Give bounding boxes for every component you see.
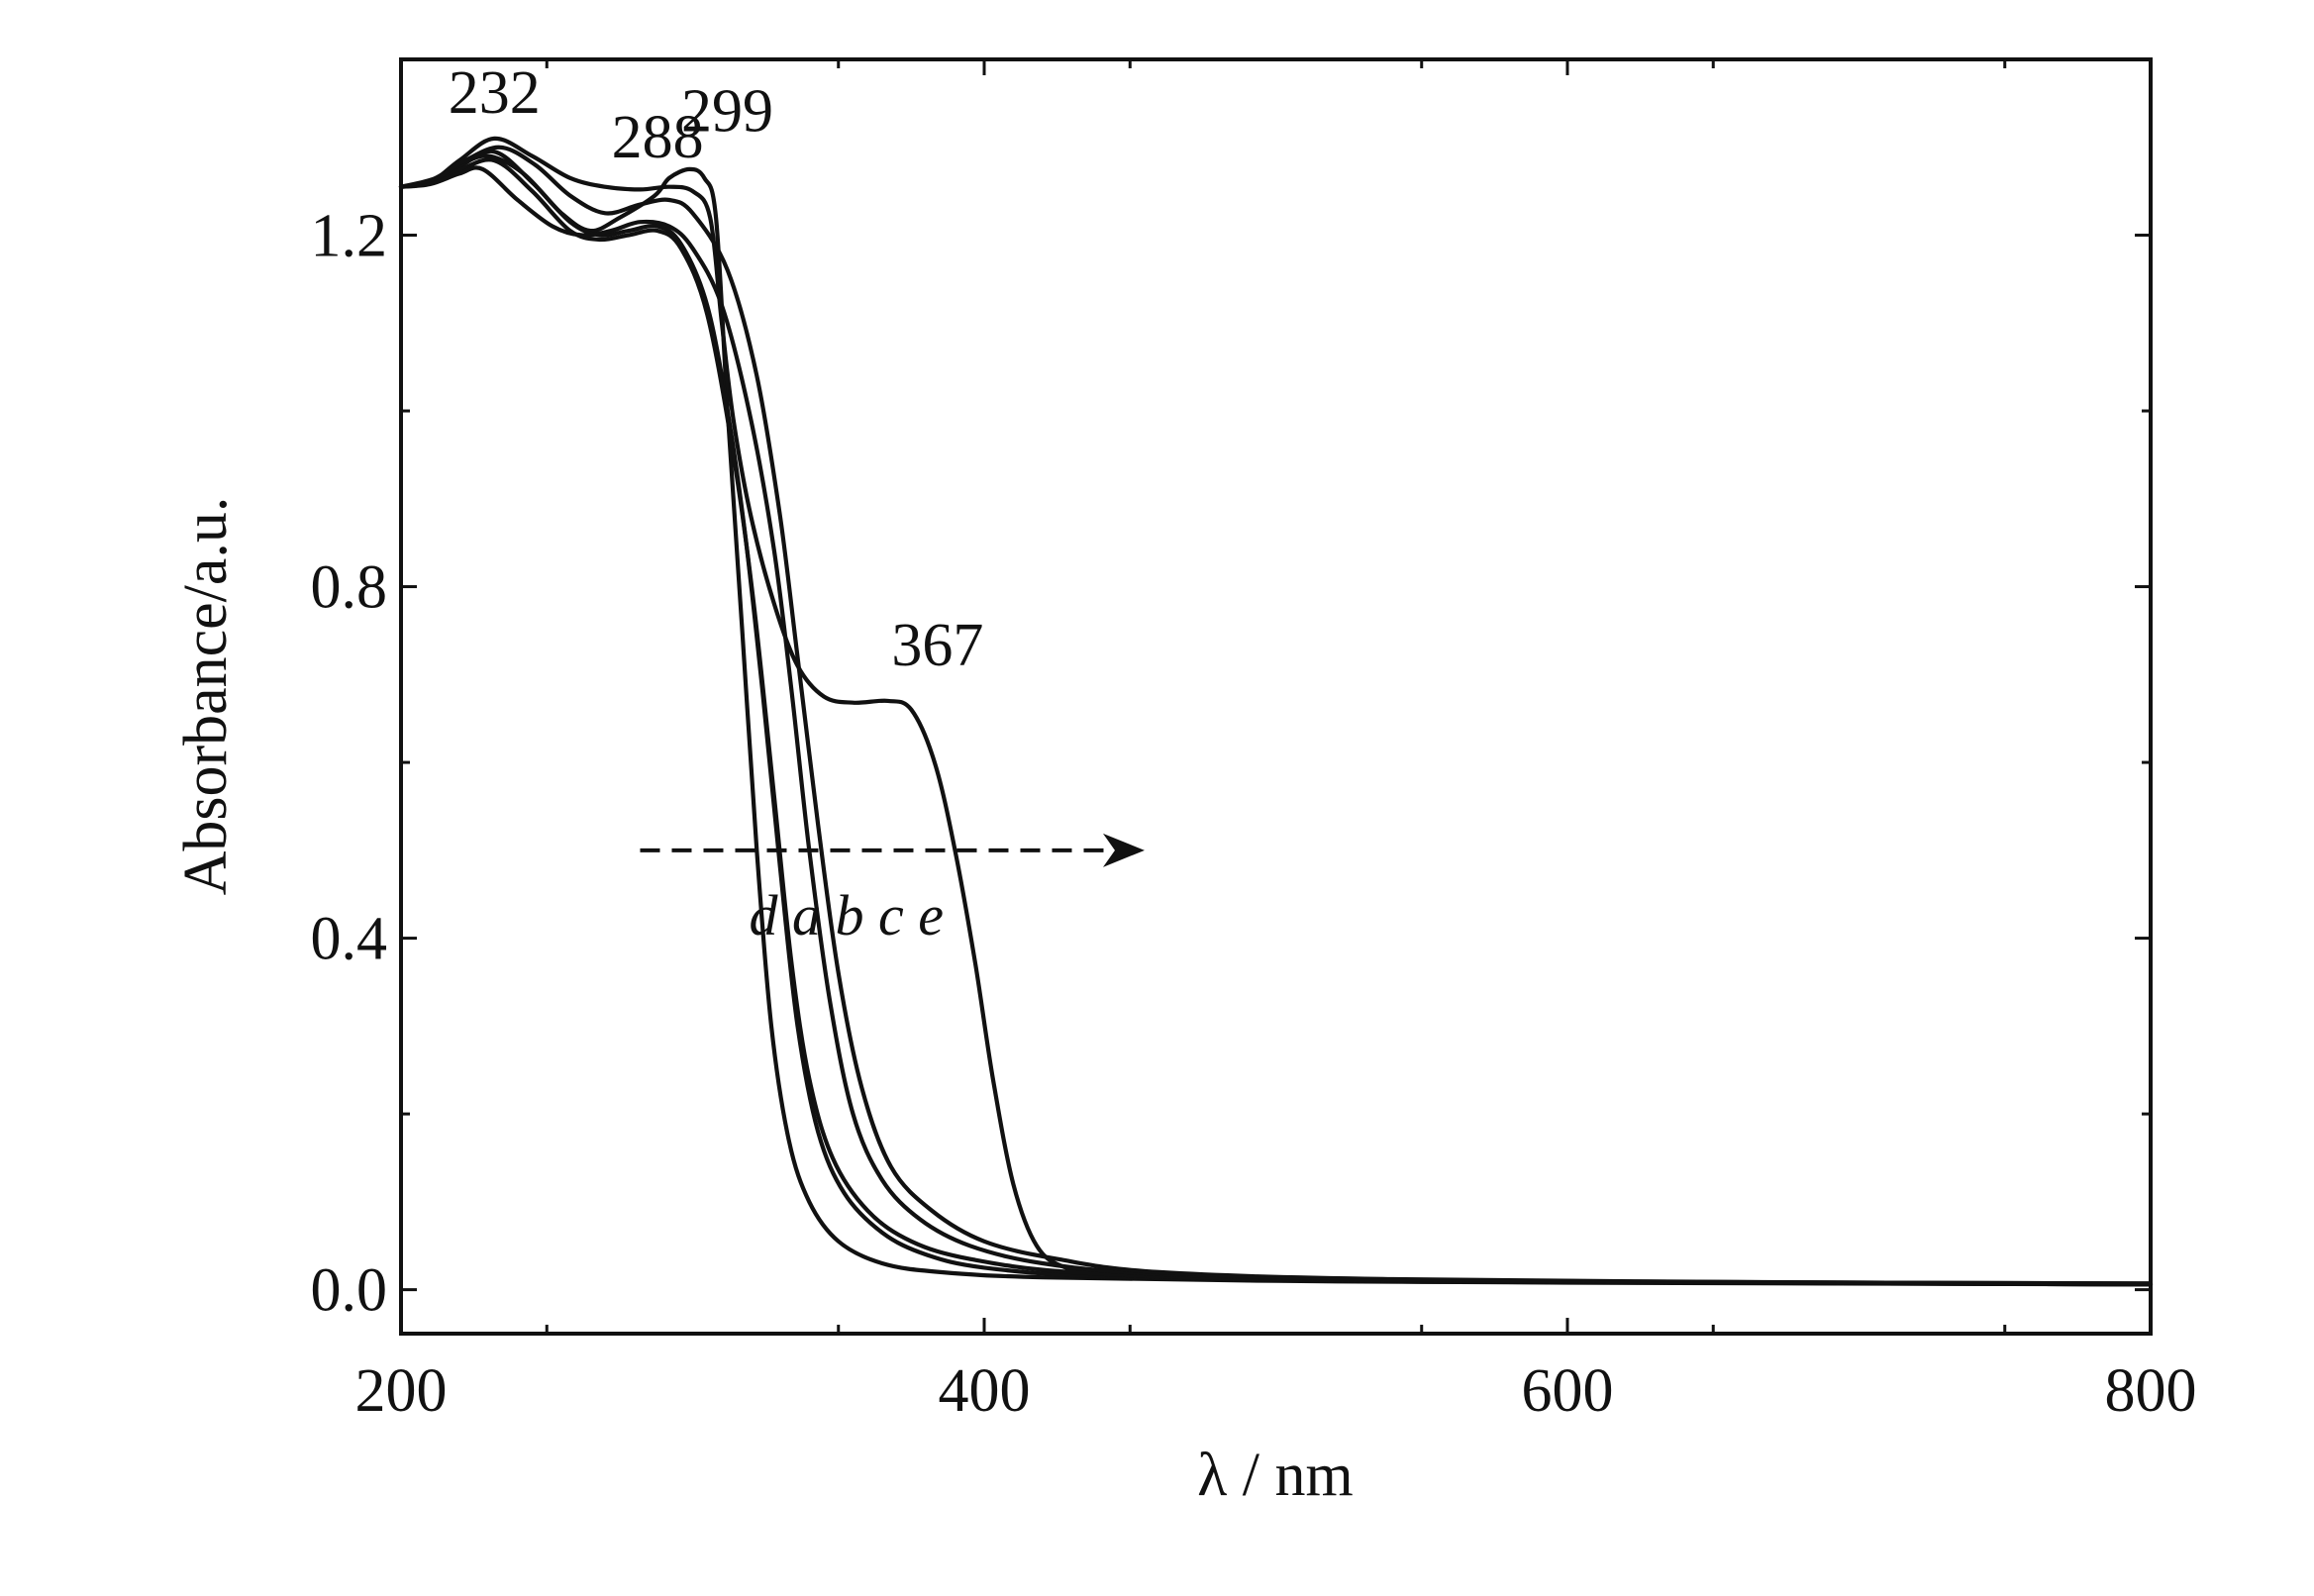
y-tick-label: 0.0 — [311, 1257, 388, 1325]
peak-label-232: 232 — [449, 59, 541, 127]
series-order-label: d a b c e — [749, 883, 944, 948]
y-tick-label: 0.8 — [311, 554, 388, 622]
x-axis-title: λ / nm — [1197, 1442, 1354, 1509]
x-tick-label: 800 — [2105, 1357, 2197, 1425]
series-line-2 — [398, 153, 2154, 1287]
peak-label-367: 367 — [891, 612, 983, 679]
series-line-5 — [398, 165, 2154, 1286]
y-axis-title: Absorbance/a.u. — [172, 497, 240, 896]
plot-frame — [399, 57, 2153, 1336]
y-tick-label: 0.4 — [311, 906, 388, 973]
trend-arrow-head — [1102, 833, 1145, 867]
peak-label-299: 299 — [681, 78, 773, 146]
x-tick-label: 600 — [1522, 1357, 1614, 1425]
series-line-6 — [398, 145, 2154, 1286]
series-line-3 — [398, 149, 2154, 1287]
series-layer — [398, 136, 2154, 1287]
x-tick-label: 200 — [355, 1357, 448, 1425]
series-line-1 — [398, 136, 2154, 1287]
series-line-4 — [398, 157, 2154, 1287]
peak-label-288: 288 — [612, 104, 704, 171]
y-tick-label: 1.2 — [311, 203, 388, 270]
x-tick-label: 400 — [939, 1357, 1031, 1425]
label-layer: 200 400 600 800 0.0 0.4 0.8 1.2 — [311, 203, 2197, 1425]
ticks-layer — [399, 59, 2153, 1334]
